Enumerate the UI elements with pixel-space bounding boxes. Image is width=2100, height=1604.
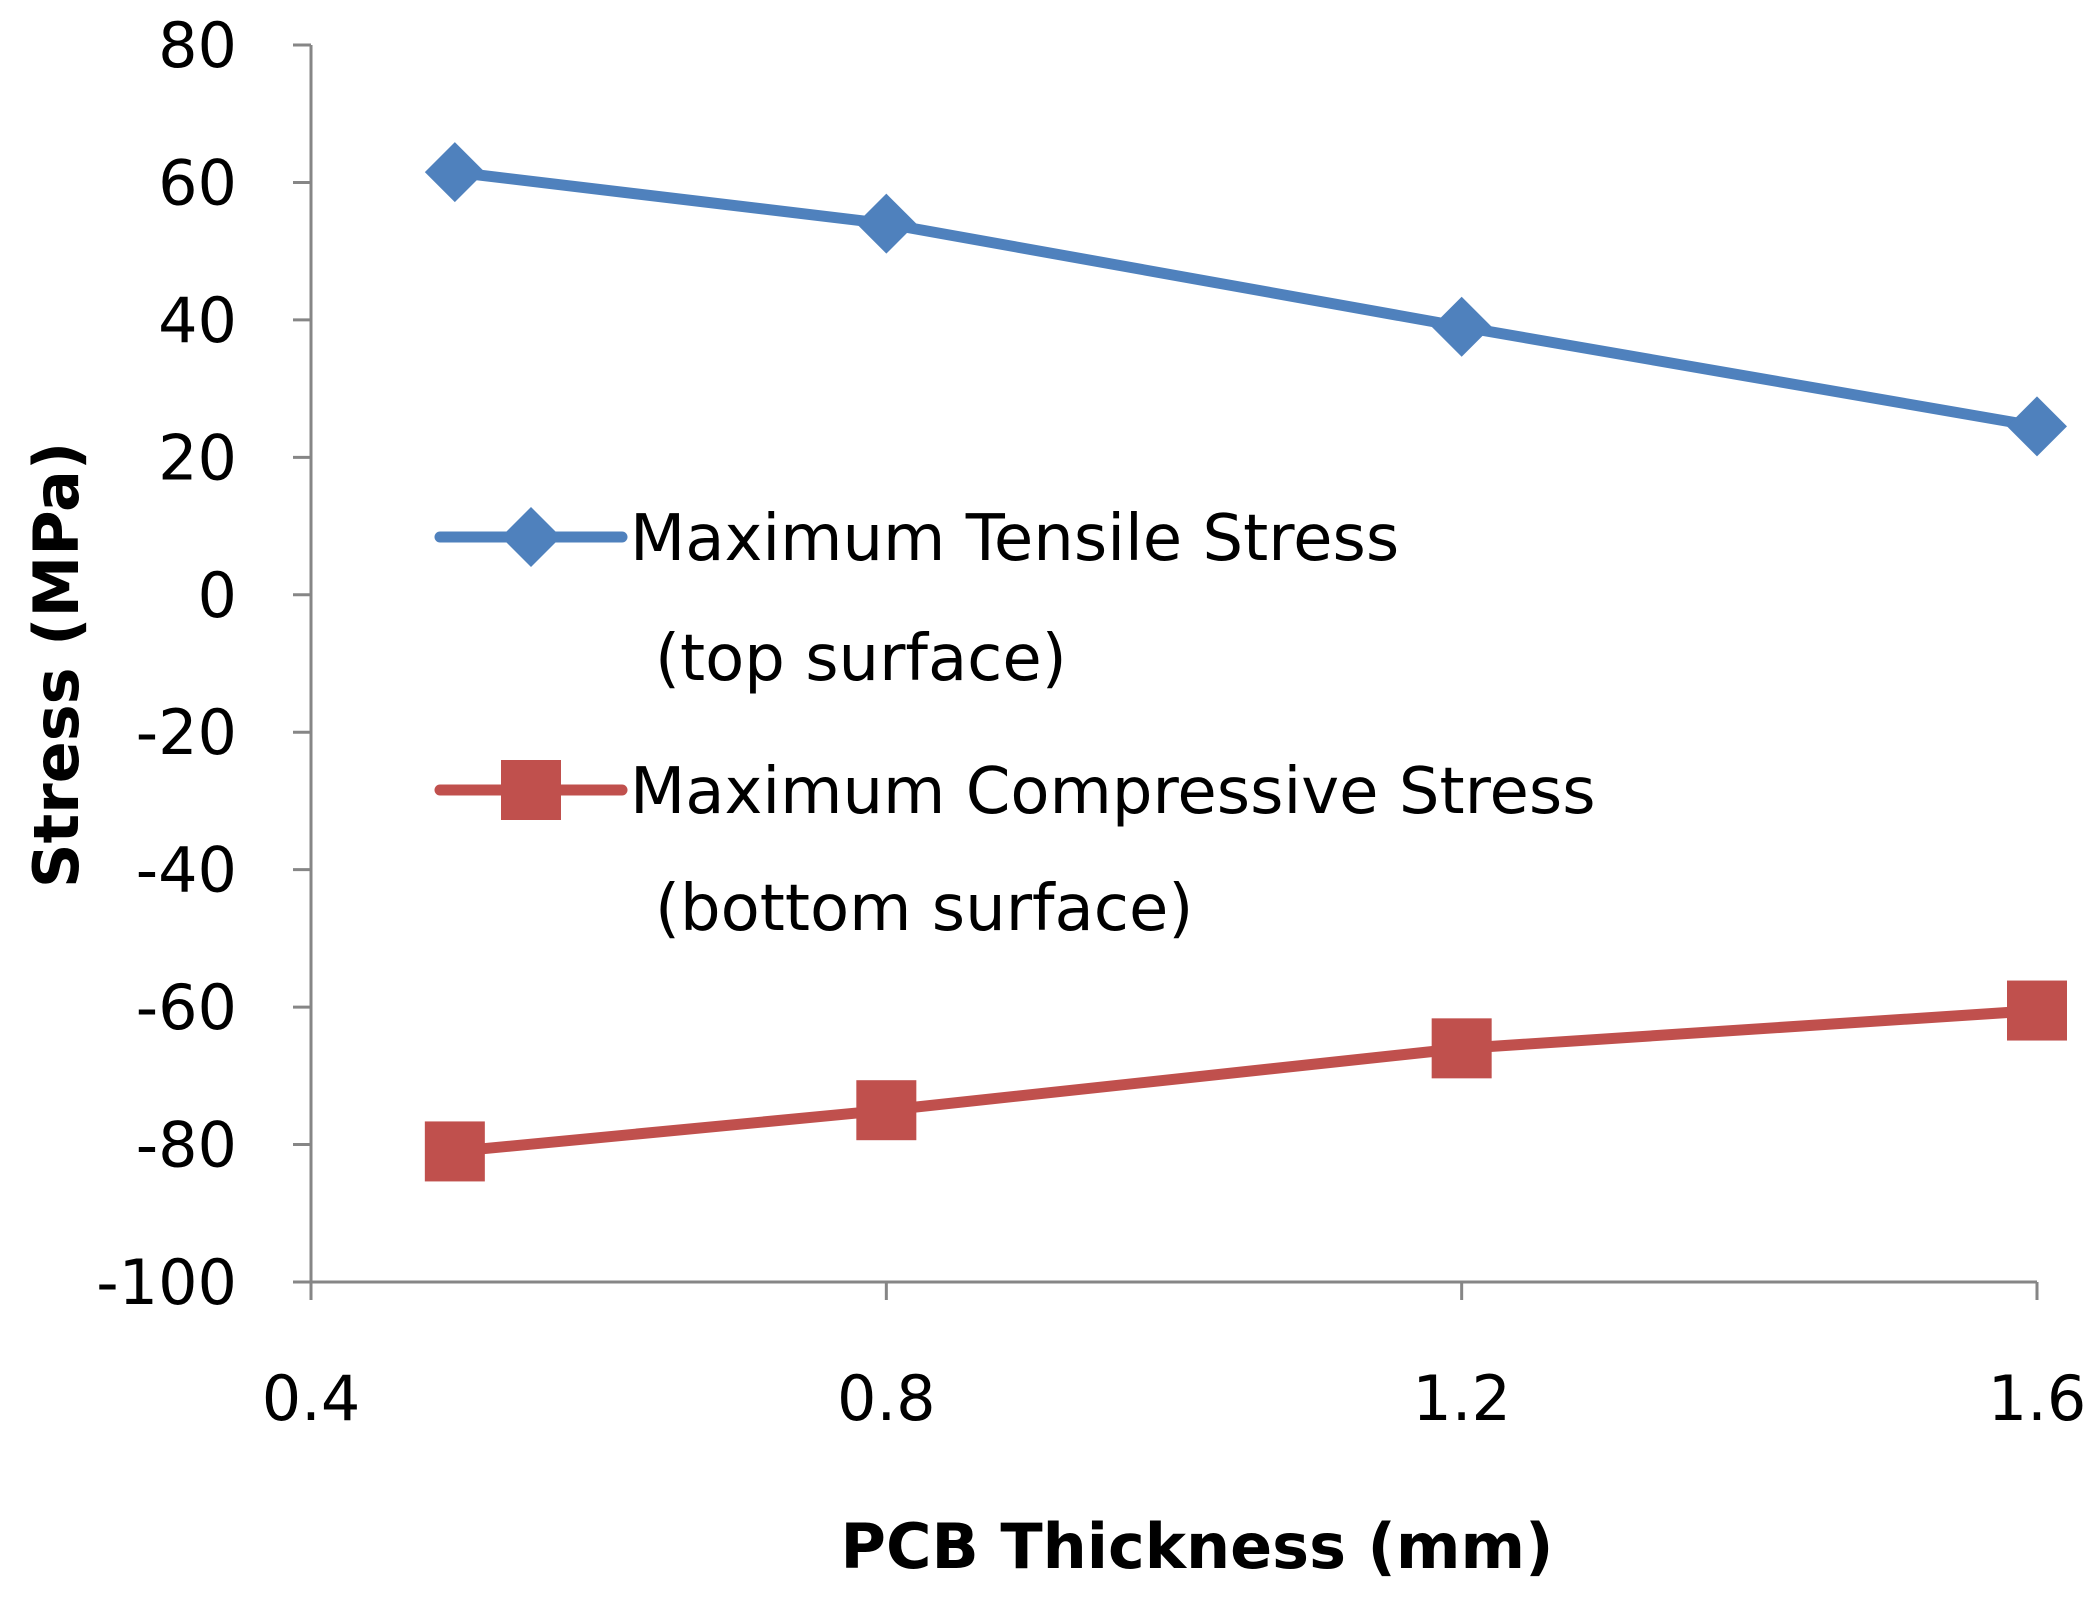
data-point-diamond [1431,296,1492,357]
y-tick-label: 0 [198,559,237,632]
data-point-diamond [2007,396,2067,457]
legend-label-compressive: Maximum Compressive Stress [630,755,1596,829]
x-axis-title: PCB Thickness (mm) [841,1510,1554,1583]
legend-entry-compressive: Maximum Compressive Stress (bottom surfa… [434,755,1596,946]
x-axis-ticks: 0.4 0.8 1.2 1.6 [262,1282,2087,1435]
legend-entry-tensile: Maximum Tensile Stress (top surface) [434,502,1399,696]
series-compressive [424,980,2067,1182]
series-line [449,1005,2043,1157]
y-tick-label: 20 [158,421,237,494]
y-tick-label: 40 [158,284,237,357]
x-tick-label: 1.6 [1988,1362,2087,1435]
data-point-square [856,1080,917,1141]
legend: Maximum Tensile Stress (top surface) Max… [434,502,1596,946]
data-point-diamond [424,142,485,203]
y-axis-title: Stress (MPa) [20,442,93,888]
legend-swatch-tensile-marker [501,507,561,567]
x-tick-label: 0.4 [262,1362,361,1435]
y-tick-label: 60 [158,146,237,219]
y-tick-label: -40 [136,834,237,907]
legend-label-compressive-sub: (bottom surface) [655,872,1193,946]
data-point-square [2007,980,2067,1041]
data-point-square [1431,1018,1492,1079]
x-tick-label: 0.8 [837,1362,936,1435]
data-point-square [424,1121,485,1182]
legend-swatch-compressive-marker [501,760,561,820]
y-tick-label: -100 [96,1246,237,1319]
legend-label-tensile-sub: (top surface) [655,622,1067,696]
y-axis-ticks: 80 60 40 20 0 -20 -40 -60 -80 -100 [96,9,311,1319]
data-point-diamond [856,193,917,254]
axes [309,45,2037,1284]
x-tick-label: 1.2 [1412,1362,1511,1435]
y-tick-label: -60 [136,971,237,1044]
series-tensile [424,142,2067,457]
series-layer [424,142,2067,1182]
y-tick-label: -20 [136,696,237,769]
y-tick-label: -80 [136,1109,237,1182]
legend-label-tensile: Maximum Tensile Stress [630,502,1399,576]
series-line [449,166,2043,432]
y-tick-label: 80 [158,9,237,82]
